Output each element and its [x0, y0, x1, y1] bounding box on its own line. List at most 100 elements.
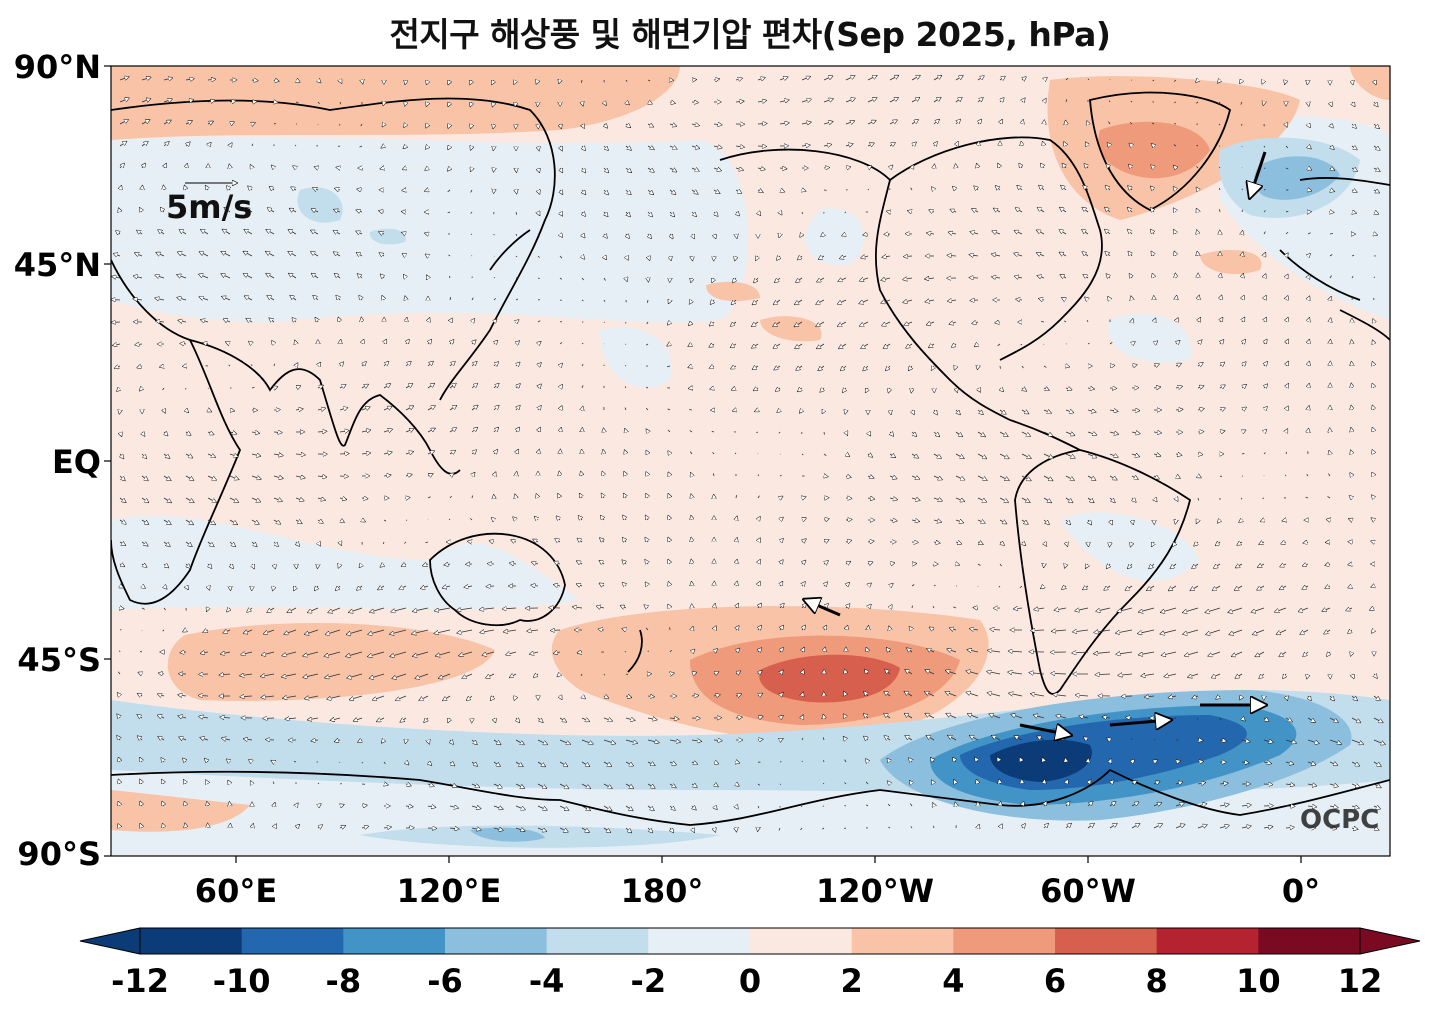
wind-vector [1083, 275, 1089, 278]
wind-vector [1307, 79, 1308, 84]
wind-vector [203, 208, 209, 213]
wind-vector [1220, 274, 1221, 279]
wind-vector [112, 299, 121, 300]
wind-vector [263, 718, 275, 719]
wind-vector [845, 76, 855, 81]
wind-vector [952, 344, 956, 347]
wind-vector [1039, 186, 1045, 191]
wind-vector [906, 344, 913, 348]
wind-vector [1308, 146, 1311, 149]
wind-vector [317, 408, 325, 410]
wind-vector [844, 211, 847, 214]
wind-vector [603, 321, 605, 323]
wind-vector [581, 299, 584, 302]
wind-vector [221, 274, 231, 279]
wind-vector [380, 168, 384, 169]
wind-vector [403, 146, 406, 148]
wind-vector [362, 80, 363, 84]
wind-vector [186, 164, 187, 168]
wind-vector [977, 76, 984, 80]
wind-vector [1043, 365, 1047, 368]
wind-vector [296, 386, 300, 388]
wind-vector [516, 362, 520, 366]
wind-vector [470, 80, 472, 84]
wind-vector [801, 211, 804, 215]
wind-vector [246, 319, 253, 322]
wind-vector [470, 101, 472, 106]
wind-vector [428, 340, 431, 344]
wind-vector [779, 234, 780, 237]
wind-vector [1174, 252, 1176, 257]
wind-vector [867, 143, 874, 146]
wind-vector [710, 322, 714, 326]
wind-vector [560, 145, 562, 150]
wind-vector [1132, 319, 1133, 322]
wind-vector [735, 146, 744, 147]
wind-vector [1308, 384, 1309, 388]
wind-vector [135, 344, 143, 345]
wind-vector [994, 208, 1001, 212]
wind-vector [867, 188, 869, 191]
wind-vector [559, 320, 562, 323]
wind-vector [537, 255, 540, 258]
wind-vector [1059, 230, 1067, 235]
wind-vector [604, 256, 606, 259]
wind-vector [449, 297, 452, 301]
wind-vector [626, 211, 630, 216]
wind-vector [560, 124, 561, 128]
wind-vector [709, 344, 715, 347]
wind-vector [426, 102, 428, 106]
wind-vector [757, 190, 763, 192]
wind-vector [648, 102, 652, 104]
wind-vector [156, 321, 165, 322]
wind-vector [1087, 121, 1088, 124]
wind-vector [1000, 120, 1002, 124]
wind-vector [624, 407, 627, 411]
wind-vector [1151, 186, 1154, 190]
wind-vector [1044, 78, 1047, 80]
wind-vector [269, 318, 275, 322]
wind-vector [582, 234, 585, 238]
wind-vector [823, 144, 831, 146]
wind-vector [1351, 146, 1357, 150]
wind-vector [1373, 145, 1380, 150]
wind-vector [582, 146, 585, 150]
wind-vector [383, 407, 392, 410]
wind-vector [978, 388, 980, 392]
wind-vector [559, 255, 563, 259]
wind-vector [160, 366, 164, 367]
wind-vector [868, 166, 871, 168]
wind-vector [890, 410, 891, 414]
wind-vector [970, 232, 979, 234]
wind-vector [163, 186, 164, 191]
wind-vector [1263, 189, 1266, 191]
colorbar-tick-label: 6 [1043, 962, 1067, 1000]
wind-vector [1105, 208, 1111, 213]
wind-vector [711, 300, 714, 304]
wind-vector [1196, 80, 1198, 82]
wind-vector [866, 388, 868, 392]
wind-vector [426, 254, 428, 256]
wind-vector [312, 209, 319, 212]
wind-vector [1218, 166, 1221, 169]
wind-vector [1066, 366, 1069, 367]
wind-vector [1262, 497, 1265, 499]
wind-vector [779, 77, 788, 80]
wind-vector [336, 296, 340, 301]
wind-vector [494, 341, 498, 344]
wind-vector [515, 211, 518, 215]
colorbar-tick-label: 4 [942, 962, 965, 1000]
wind-vector [470, 233, 473, 235]
wind-vector [1151, 208, 1154, 212]
colorbar-tick-label: -4 [528, 962, 565, 1000]
wind-vector [516, 190, 517, 193]
wind-vector [1015, 276, 1023, 278]
wind-vector [713, 190, 720, 193]
wind-vector [1352, 212, 1356, 213]
wind-vector [356, 231, 363, 234]
wind-vector [1286, 318, 1288, 322]
wind-vector [360, 123, 363, 127]
wind-vector [1373, 123, 1379, 128]
wind-vector [1107, 143, 1110, 146]
wind-vector [1037, 253, 1045, 256]
